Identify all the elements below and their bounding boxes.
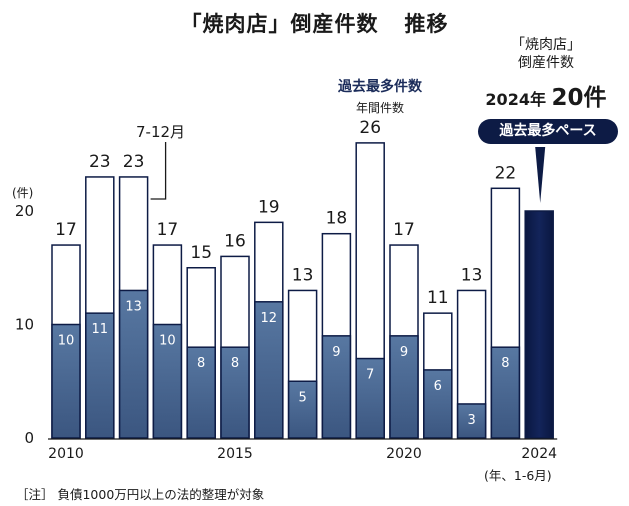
bar-lower-value-label: 13: [125, 299, 142, 314]
bar-total-label: 11: [427, 288, 449, 308]
x-tick-label: 2015: [217, 446, 253, 462]
bar-lower-value-label: 8: [231, 356, 239, 371]
y-tick-label: 20: [15, 202, 34, 220]
bar-total-label: 19: [258, 197, 280, 217]
bar-segment-lower: [389, 335, 419, 439]
bar-total-label: 16: [224, 231, 246, 251]
bar-lower-value-label: 9: [400, 345, 408, 360]
x-axis-unit: (年、1-6月): [484, 468, 552, 483]
callout-2024-line1: 「焼肉店」: [511, 37, 581, 53]
bar-total-label: 13: [292, 265, 314, 285]
bar-lower-value-label: 10: [159, 334, 176, 349]
bar-2024-highlight: [524, 210, 554, 439]
x-tick-label: 2024: [521, 446, 557, 462]
callout-2024-line2: 倒産件数: [518, 55, 574, 71]
bar-total-label: 17: [55, 220, 77, 240]
bar-segment-lower: [254, 301, 284, 439]
bar-segment-lower: [423, 369, 453, 439]
bar-lower-value-label: 6: [434, 379, 442, 394]
record-pace-badge: 過去最多ペース: [478, 119, 618, 144]
max-callout-title: 過去最多件数: [338, 79, 422, 95]
x-tick-label: 2020: [386, 446, 422, 462]
bar-total-label: 23: [89, 152, 111, 172]
bar-lower-value-label: 8: [197, 356, 205, 371]
bar-total-label: 26: [359, 118, 381, 138]
bar-lower-value-label: 8: [501, 356, 509, 371]
bar-lower-value-label: 7: [366, 368, 374, 383]
bar-total-label: 23: [123, 152, 145, 172]
chart-title-main: 「焼肉店」倒産件数: [180, 12, 379, 36]
half-year-leader-line: [150, 142, 167, 200]
bar-segment-lower: [220, 346, 250, 439]
pointer-wedge: [535, 147, 546, 203]
footnote: ［注］ 負債1000万円以上の法的整理が対象: [16, 487, 265, 502]
bar-segment-lower: [490, 346, 521, 439]
bar-lower-value-label: 10: [58, 334, 75, 349]
bar-segment-lower: [456, 403, 487, 439]
bar-lower-value-label: 5: [298, 390, 306, 405]
bar-total-label: 22: [495, 163, 517, 183]
chart-title: 「焼肉店」倒産件数 推移: [0, 8, 629, 38]
bar-lower-value-label: 9: [332, 345, 340, 360]
bar-segment-lower: [85, 312, 115, 439]
bar-segment-lower: [152, 323, 183, 439]
callout-2024-value: 2024年 20件: [470, 78, 622, 112]
chart-title-sub: 推移: [404, 12, 449, 36]
bar-total-label: 17: [393, 220, 415, 240]
bar-segment-lower: [355, 357, 385, 439]
y-tick-label: 0: [24, 429, 34, 447]
max-callout-subtitle: 年間件数: [355, 101, 404, 115]
callout-2024-count: 20件: [551, 85, 607, 111]
bar-lower-value-label: 11: [92, 322, 109, 337]
max-callout: 過去最多件数 年間件数: [310, 76, 450, 116]
bar-segment-lower: [321, 335, 352, 439]
bar-lower-value-label: 12: [261, 311, 278, 326]
bar-segment-lower: [118, 289, 149, 439]
half-year-label: 7-12月: [136, 123, 186, 141]
bar-total-label: 18: [326, 209, 348, 229]
bar-segment-lower: [51, 323, 81, 439]
bar-segment-lower: [287, 380, 318, 439]
bar-segment-lower: [186, 346, 216, 439]
bar-total-label: 17: [157, 220, 179, 240]
callout-2024: 「焼肉店」 倒産件数 2024年 20件: [470, 36, 622, 112]
y-tick-label: 10: [15, 316, 34, 334]
bar-lower-value-label: 3: [467, 413, 475, 428]
bar-total-label: 13: [461, 265, 483, 285]
bar-total-label: 15: [190, 243, 212, 263]
x-tick-label: 2010: [48, 446, 84, 462]
y-axis-unit: (件): [12, 186, 34, 200]
callout-2024-year: 2024年: [485, 90, 546, 109]
